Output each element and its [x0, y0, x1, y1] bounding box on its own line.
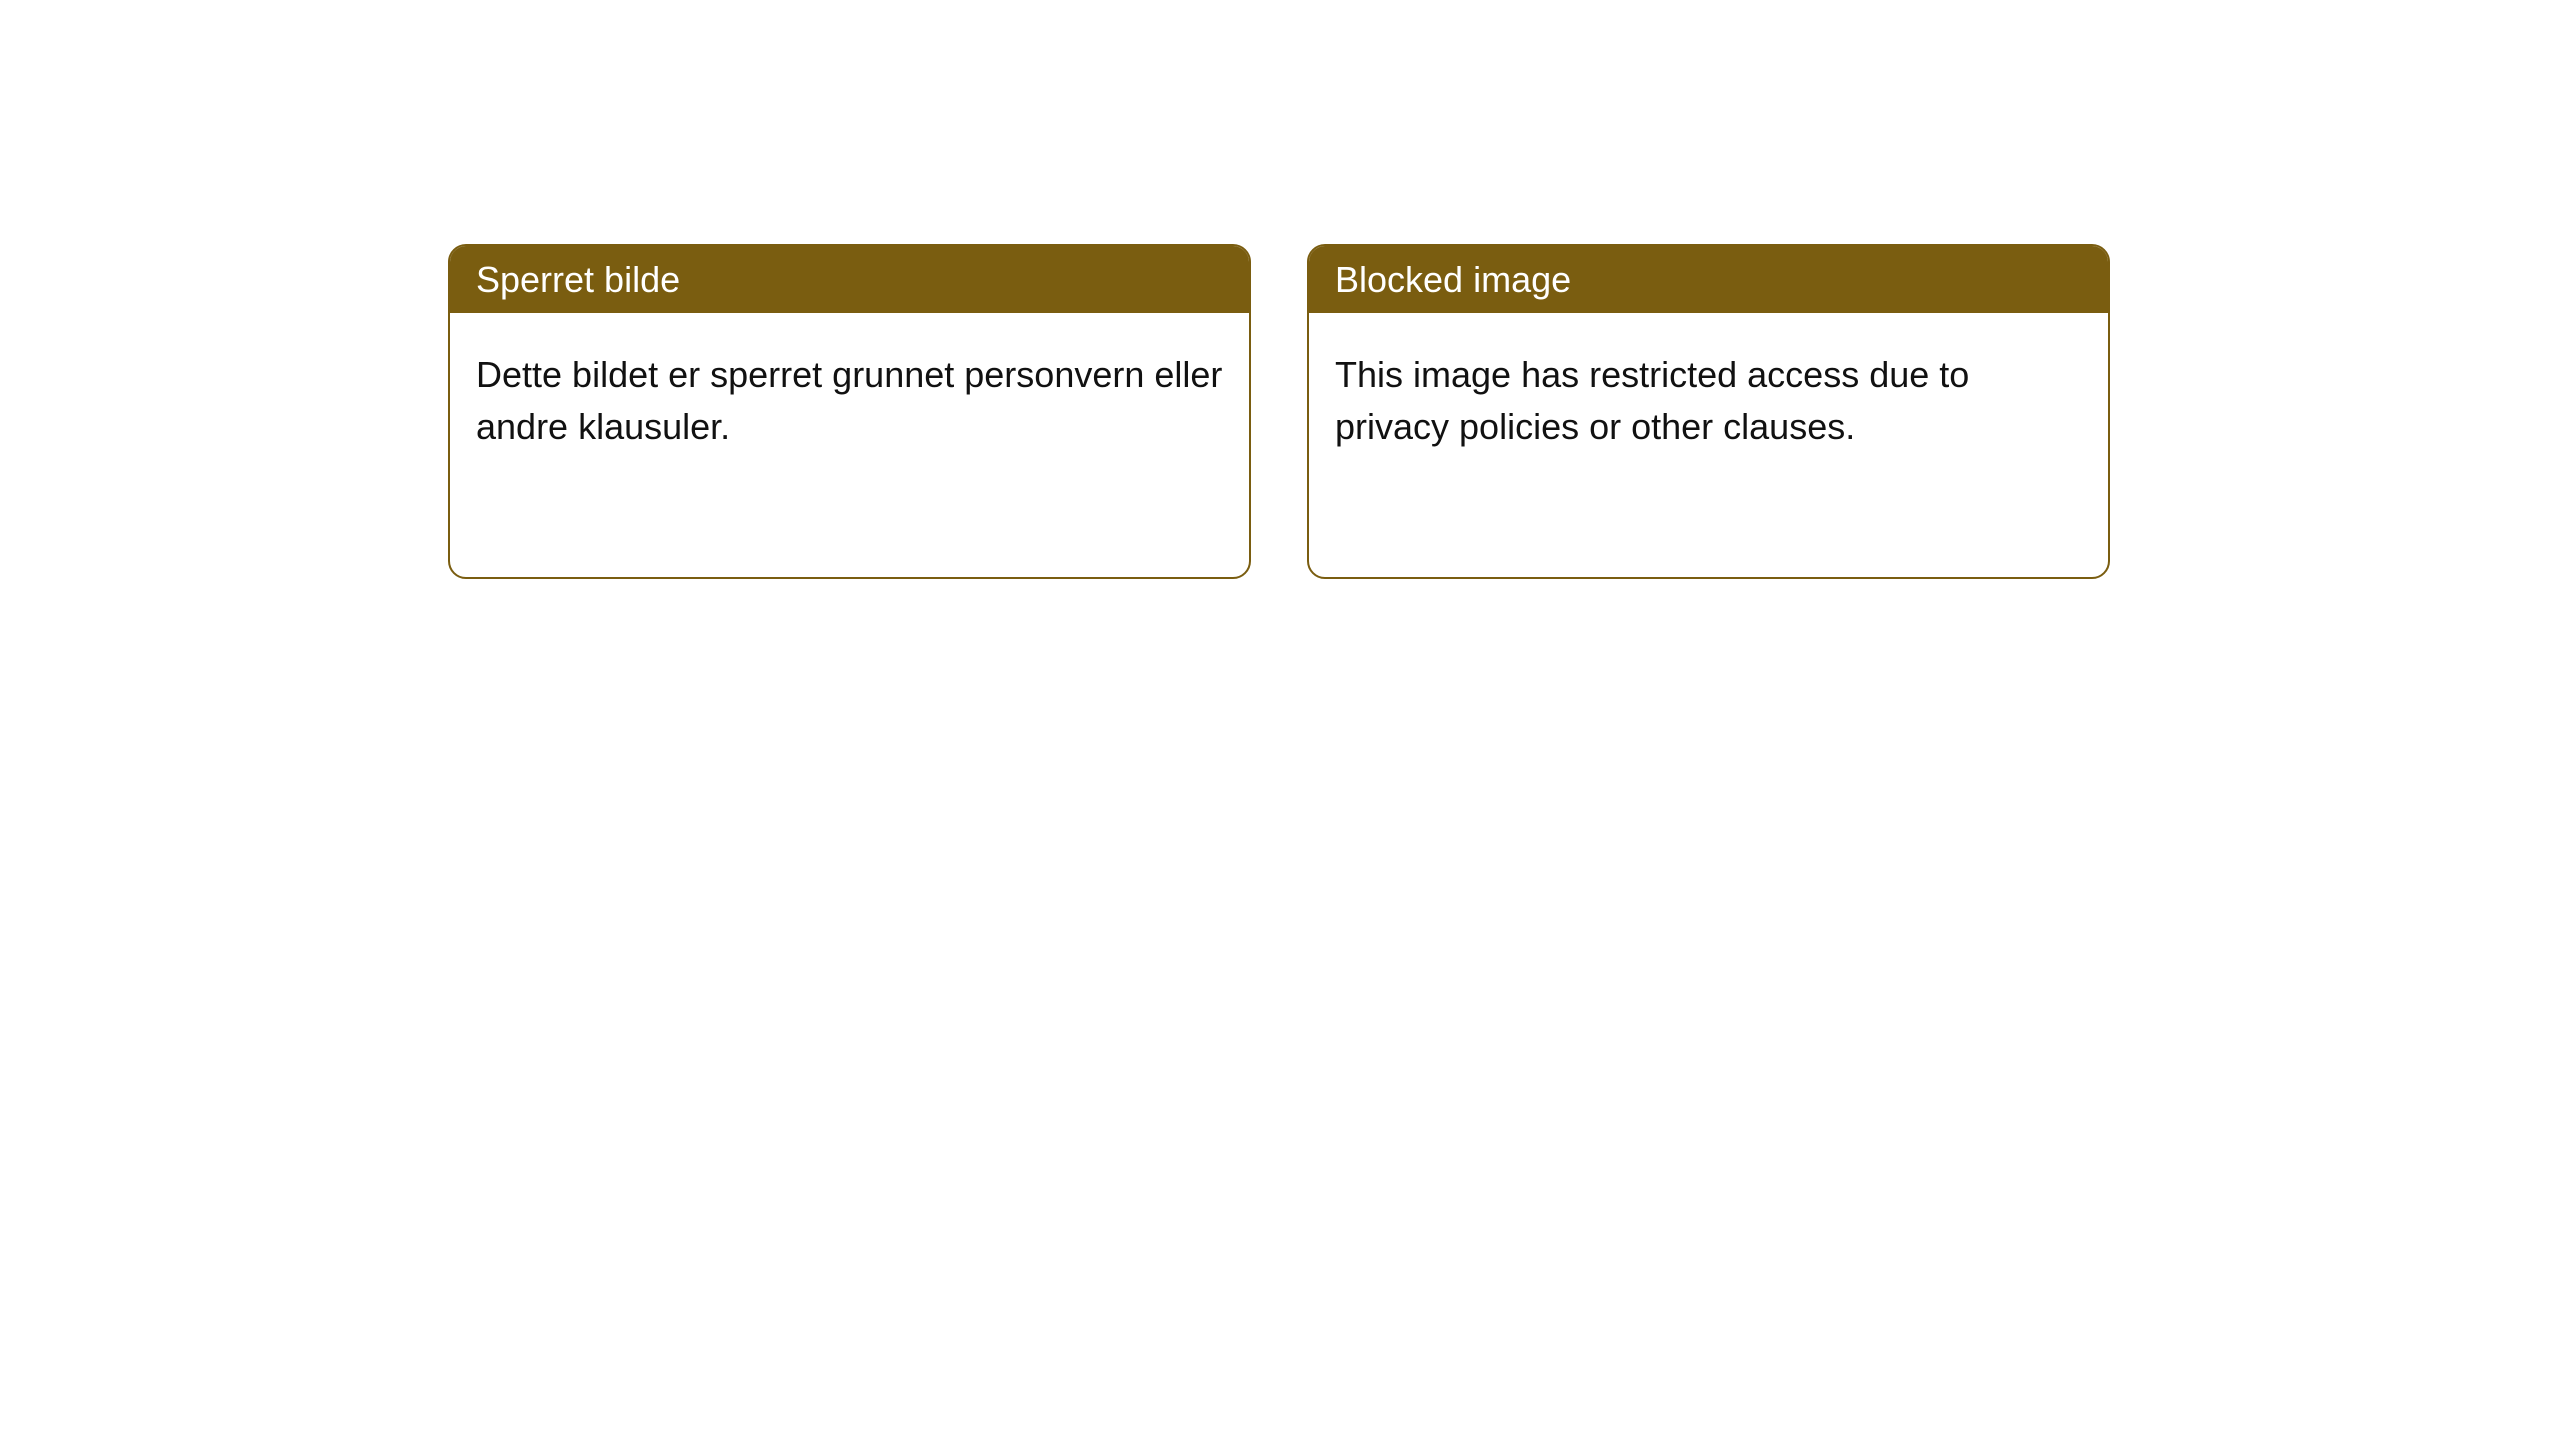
notice-body-text: Dette bildet er sperret grunnet personve…	[476, 354, 1222, 447]
notice-container: Sperret bilde Dette bildet er sperret gr…	[448, 244, 2110, 579]
notice-header: Blocked image	[1309, 246, 2108, 313]
notice-title: Sperret bilde	[476, 259, 680, 300]
notice-body: Dette bildet er sperret grunnet personve…	[450, 313, 1249, 489]
notice-body: This image has restricted access due to …	[1309, 313, 2108, 489]
notice-title: Blocked image	[1335, 259, 1571, 300]
notice-box-norwegian: Sperret bilde Dette bildet er sperret gr…	[448, 244, 1251, 579]
notice-box-english: Blocked image This image has restricted …	[1307, 244, 2110, 579]
notice-body-text: This image has restricted access due to …	[1335, 354, 1969, 447]
notice-header: Sperret bilde	[450, 246, 1249, 313]
